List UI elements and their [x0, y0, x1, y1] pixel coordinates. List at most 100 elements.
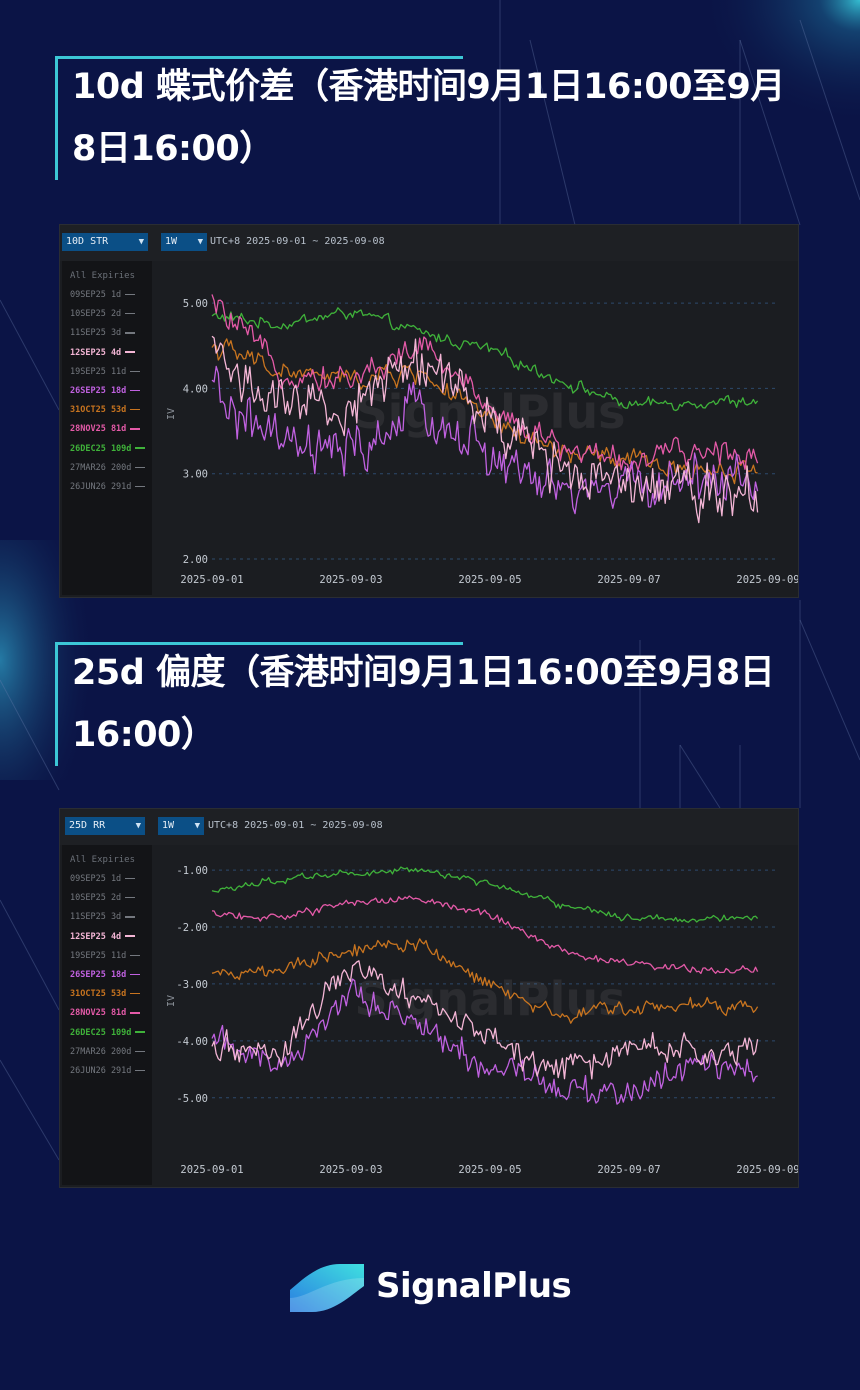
legend-item[interactable]: 26DEC25 109d [70, 443, 146, 454]
heading-butterfly: 10d 蝶式价差（香港时间9月1日16:00至9月8日16:00） [55, 56, 800, 180]
series-line [211, 338, 758, 485]
legend-swatch [125, 332, 136, 334]
x-tick-label: 2025-09-03 [319, 574, 382, 586]
chart-panel-skew: 25D RR ▼ 1W ▼ UTC+8 2025-09-01 ~ 2025-09… [59, 808, 799, 1188]
legend-item-label: 26DEC25 109d [70, 443, 132, 454]
y-tick-label: -3.00 [176, 979, 208, 991]
legend-item[interactable]: 10SEP25 2d [70, 893, 136, 904]
y-tick-label: 3.00 [183, 469, 208, 481]
legend-swatch [135, 466, 146, 469]
legend-item-label: 28NOV25 81d [70, 424, 127, 435]
x-tick-label: 2025-09-01 [180, 1164, 243, 1176]
legend-item[interactable]: 11SEP25 3d [70, 328, 136, 338]
series-line [211, 294, 759, 474]
legend-item-label: 31OCT25 53d [70, 989, 127, 1000]
heading-butterfly-text: 10d 蝶式价差（香港时间9月1日16:00至9月8日16:00） [72, 67, 785, 169]
legend-item-label: 26JUN26 291d [70, 482, 132, 492]
legend-item[interactable]: 19SEP25 11d [70, 950, 141, 961]
legend-item[interactable]: 12SEP25 4d [70, 931, 136, 942]
legend-item[interactable]: 26SEP25 18d [70, 970, 141, 980]
chart-toolbar: 25D RR ▼ 1W ▼ UTC+8 2025-09-01 ~ 2025-09… [60, 809, 798, 845]
legend-item[interactable]: 09SEP25 1d [70, 290, 136, 300]
legend-swatch [130, 408, 141, 411]
legend-item[interactable]: 31OCT25 53d [70, 989, 141, 1000]
series-line [211, 895, 759, 975]
legend-title: All Expiries [70, 855, 136, 865]
x-tick-label: 2025-09-01 [180, 574, 243, 586]
legend-item[interactable]: 26JUN26 291d [70, 1066, 146, 1076]
legend-swatch [125, 312, 136, 315]
legend-item[interactable]: 26SEP25 18d [70, 386, 141, 396]
legend-item[interactable]: 31OCT25 53d [70, 405, 141, 416]
legend-item-label: 27MAR26 200d [70, 462, 132, 473]
period-select[interactable]: 1W ▼ [161, 233, 207, 251]
metric-select-value: 25D RR [69, 820, 106, 831]
chart-panel-butterfly: 10D STR ▼ 1W ▼ UTC+8 2025-09-01 ~ 2025-0… [59, 224, 799, 598]
date-range-text: UTC+8 2025-09-01 ~ 2025-09-08 [210, 236, 385, 247]
legend-item-label: 28NOV25 81d [70, 1008, 127, 1019]
legend-item[interactable]: 09SEP25 1d [70, 874, 136, 884]
legend-swatch [135, 1031, 146, 1033]
chevron-down-icon: ▼ [197, 237, 203, 247]
legend-swatch [130, 389, 141, 392]
legend-swatch [125, 351, 136, 353]
chevron-down-icon: ▼ [194, 821, 200, 831]
legend-item[interactable]: 27MAR26 200d [70, 1047, 146, 1057]
legend-item-label: 11SEP25 3d [70, 912, 122, 923]
heading-skew: 25d 偏度（香港时间9月1日16:00至9月8日16:00） [55, 642, 800, 766]
legend-item-label: 26SEP25 18d [70, 970, 127, 980]
brand-logo: SignalPlus [288, 1260, 588, 1320]
y-tick-label: 4.00 [183, 383, 208, 395]
legend-item-label: 31OCT25 53d [70, 405, 127, 416]
expiry-legend: All Expiries 09SEP25 1d 10SEP25 2d 11SEP25 … [62, 845, 152, 1185]
legend-item-label: 10SEP25 2d [70, 893, 122, 904]
legend-item-label: 26DEC25 109d [70, 1027, 132, 1038]
legend-swatch [130, 973, 141, 976]
legend-swatch [130, 954, 141, 957]
y-tick-label: 2.00 [183, 554, 208, 566]
legend-item-label: 19SEP25 11d [70, 950, 127, 961]
y-tick-label: 5.00 [183, 298, 208, 310]
legend-item[interactable]: 19SEP25 11d [70, 367, 141, 377]
legend-item[interactable]: 26JUN26 291d [70, 482, 146, 492]
legend-item[interactable]: 28NOV25 81d [70, 424, 141, 435]
legend-item[interactable]: 11SEP25 3d [70, 912, 136, 923]
x-tick-label: 2025-09-07 [597, 1164, 660, 1176]
series-line [211, 960, 759, 1080]
legend-swatch [130, 1012, 141, 1014]
x-tick-label: 2025-09-09 [736, 574, 798, 586]
legend-item[interactable]: 28NOV25 81d [70, 1008, 141, 1019]
legend-item[interactable]: 12SEP25 4d [70, 347, 136, 358]
chart-toolbar: 10D STR ▼ 1W ▼ UTC+8 2025-09-01 ~ 2025-0… [60, 225, 798, 261]
x-tick-label: 2025-09-05 [458, 1164, 521, 1176]
y-axis-label: IV [166, 408, 177, 420]
legend-swatch [125, 877, 136, 880]
legend-swatch [135, 1069, 146, 1072]
period-select[interactable]: 1W ▼ [158, 817, 204, 835]
watermark: SignalPlus [355, 972, 626, 1026]
metric-select[interactable]: 25D RR ▼ [65, 817, 145, 835]
heading-skew-text: 25d 偏度（香港时间9月1日16:00至9月8日16:00） [72, 653, 775, 755]
legend-item[interactable]: 10SEP25 2d [70, 309, 136, 320]
legend-item[interactable]: 27MAR26 200d [70, 462, 146, 473]
legend-swatch [135, 485, 146, 488]
legend-item-label: 26SEP25 18d [70, 386, 127, 396]
x-tick-label: 2025-09-07 [597, 574, 660, 586]
date-range-text: UTC+8 2025-09-01 ~ 2025-09-08 [208, 820, 383, 831]
legend-swatch [125, 935, 136, 937]
legend-swatch [130, 428, 141, 430]
legend-item[interactable]: 26DEC25 109d [70, 1027, 146, 1038]
metric-select[interactable]: 10D STR ▼ [62, 233, 148, 251]
legend-swatch [125, 896, 136, 899]
legend-swatch [130, 992, 141, 995]
brand-name: SignalPlus [376, 1266, 572, 1306]
series-line [211, 938, 759, 1024]
chart-plot: 2.00 3.00 4.00 5.00 IV 2025-09-01 2025-09-03 20… [166, 294, 798, 586]
series-line [211, 978, 758, 1105]
x-tick-label: 2025-09-03 [319, 1164, 382, 1176]
legend-item-label: 12SEP25 4d [70, 931, 122, 942]
chart-plot: -1.00 -2.00 -3.00 -4.00 -5.00 IV 2025-09-01 202… [166, 865, 798, 1176]
legend-item-label: 10SEP25 2d [70, 309, 122, 320]
legend-item-label: 12SEP25 4d [70, 347, 122, 358]
legend-swatch [135, 1050, 146, 1053]
